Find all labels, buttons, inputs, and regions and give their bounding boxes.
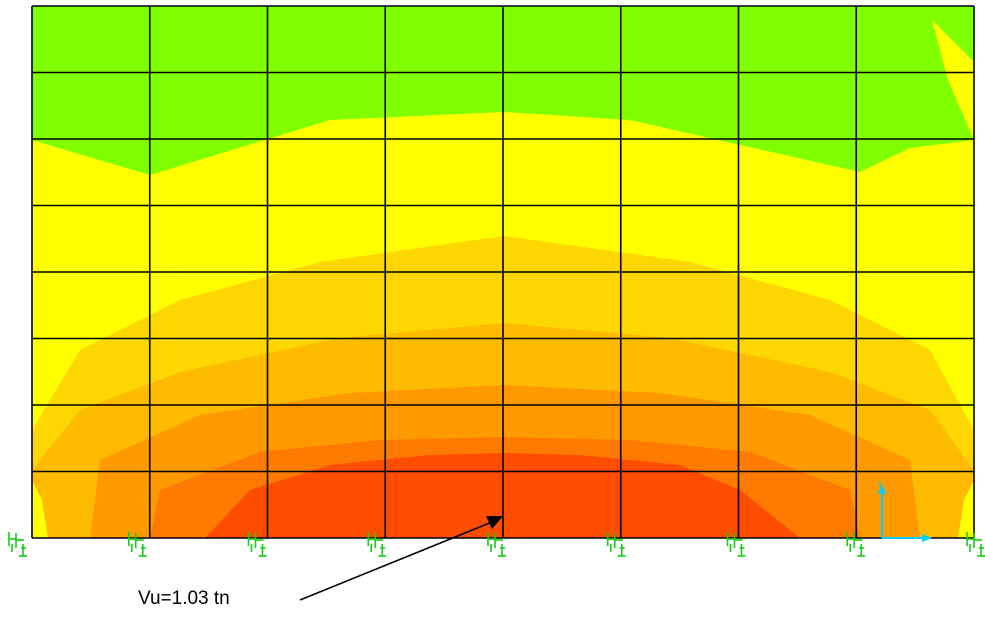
finite-element-mesh: [31, 5, 975, 539]
local-axis-icon: z: [878, 479, 932, 542]
fixed-support-icon: [966, 532, 985, 557]
corner-yellow-right: [958, 480, 974, 538]
annotation-leader-arrow: [299, 516, 503, 601]
fixed-support-icon: [726, 532, 746, 557]
shear-annotation-label: Vu=1.03 tn: [138, 588, 230, 609]
fixed-support-icon: [487, 532, 506, 557]
support-symbols: [8, 532, 985, 557]
fixed-support-icon: [247, 532, 267, 557]
fixed-support-icon: [606, 532, 626, 557]
svg-text:z: z: [878, 479, 882, 488]
fixed-support-icon: [846, 532, 866, 557]
fixed-support-icon: [8, 532, 27, 557]
fixed-support-icon: [367, 532, 387, 557]
fixed-support-icon: [127, 532, 147, 557]
corner-yellow-left: [32, 480, 48, 538]
